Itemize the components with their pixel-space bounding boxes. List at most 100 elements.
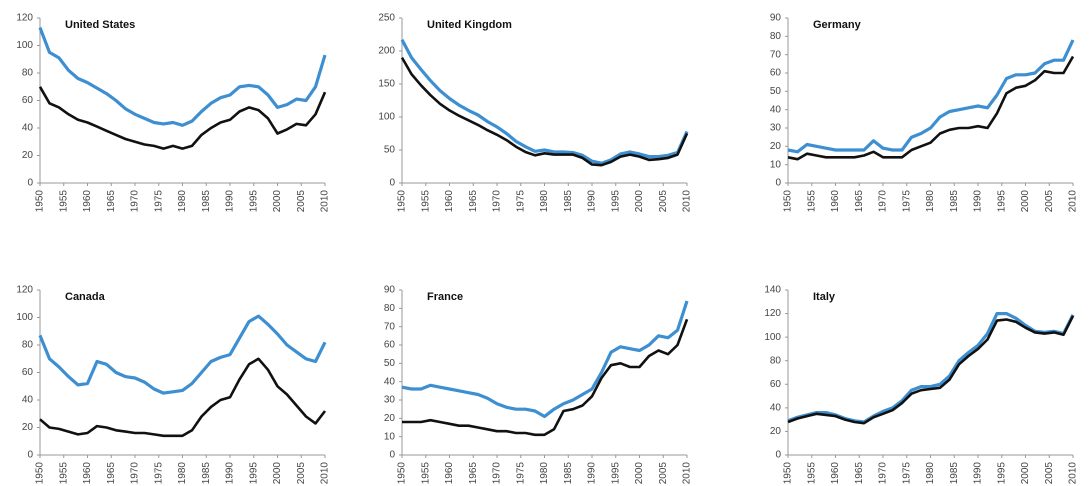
x-tick-label: 1985 [563, 190, 574, 213]
x-tick-label: 1970 [130, 462, 141, 485]
y-tick-label: 120 [764, 308, 781, 319]
x-tick-label: 1975 [515, 190, 526, 213]
x-tick-label: 2005 [658, 462, 669, 485]
y-tick-label: 20 [384, 413, 396, 424]
y-tick-label: 80 [770, 31, 782, 42]
series-line [400, 56, 689, 167]
x-tick-label: 1955 [420, 462, 431, 485]
x-tick-label: 1950 [397, 190, 408, 213]
y-tick-label: 140 [764, 285, 781, 296]
x-tick-label: 1960 [444, 462, 455, 485]
x-tick-label: 1985 [563, 462, 574, 485]
series-line [787, 315, 1075, 425]
y-tick-label: 80 [22, 340, 34, 351]
series-line [402, 318, 689, 437]
x-tick-label: 2000 [1020, 462, 1031, 485]
x-tick-label: 2000 [634, 462, 645, 485]
y-tick-label: 70 [770, 49, 782, 60]
y-tick-label: 60 [770, 68, 782, 79]
y-tick-label: 50 [384, 145, 396, 156]
x-tick-label: 1990 [225, 190, 236, 213]
y-tick-label: 120 [16, 13, 33, 24]
x-tick-label: 1965 [854, 462, 865, 485]
x-tick-label: 1980 [539, 190, 550, 213]
x-tick-label: 1965 [468, 190, 479, 213]
y-tick-label: 250 [378, 13, 395, 24]
x-tick-label: 1955 [58, 190, 69, 213]
x-tick-label: 2010 [1068, 462, 1079, 485]
x-tick-label: 2000 [634, 190, 645, 213]
x-tick-label: 2010 [1068, 190, 1079, 213]
x-tick-label: 2010 [682, 462, 693, 485]
x-tick-label: 1980 [925, 462, 936, 485]
x-tick-label: 2005 [658, 190, 669, 213]
x-tick-label: 1955 [58, 462, 69, 485]
x-tick-label: 1950 [783, 462, 794, 485]
y-tick-label: 50 [384, 358, 396, 369]
y-tick-label: 120 [16, 285, 33, 296]
y-tick-label: 10 [770, 159, 782, 170]
x-tick-label: 1975 [901, 462, 912, 485]
y-tick-label: 100 [764, 332, 781, 343]
x-tick-label: 1995 [248, 462, 259, 485]
y-tick-label: 0 [775, 178, 781, 189]
x-tick-label: 1950 [35, 462, 46, 485]
y-tick-label: 60 [22, 367, 34, 378]
series-line [38, 314, 327, 395]
x-tick-label: 1990 [973, 462, 984, 485]
x-tick-label: 2005 [1044, 190, 1055, 213]
y-tick-label: 60 [770, 379, 782, 390]
y-tick-label: 0 [389, 450, 395, 461]
series-line [401, 300, 689, 419]
y-tick-label: 40 [384, 376, 396, 387]
y-tick-label: 20 [22, 422, 34, 433]
x-tick-label: 1950 [397, 462, 408, 485]
y-tick-label: 200 [378, 46, 395, 57]
x-tick-label: 1975 [901, 190, 912, 213]
x-tick-label: 1955 [420, 190, 431, 213]
x-tick-label: 1960 [830, 462, 841, 485]
y-tick-label: 30 [770, 123, 782, 134]
y-tick-label: 70 [384, 321, 396, 332]
chart-title: Germany [813, 19, 862, 31]
x-tick-label: 1965 [468, 462, 479, 485]
series-line [38, 86, 327, 150]
x-tick-label: 2000 [1020, 190, 1031, 213]
y-tick-label: 20 [22, 150, 34, 161]
x-tick-label: 1950 [783, 190, 794, 213]
y-tick-label: 100 [378, 112, 395, 123]
series-line [38, 27, 327, 127]
x-tick-label: 1995 [996, 462, 1007, 485]
y-tick-label: 100 [16, 40, 33, 51]
y-tick-label: 80 [22, 68, 34, 79]
y-tick-label: 150 [378, 79, 395, 90]
y-tick-label: 40 [22, 123, 34, 134]
y-tick-label: 60 [384, 340, 396, 351]
x-tick-label: 1970 [878, 190, 889, 213]
x-tick-label: 1970 [492, 462, 503, 485]
x-tick-label: 1960 [82, 190, 93, 213]
x-tick-label: 2010 [320, 190, 331, 213]
x-tick-label: 1980 [539, 462, 550, 485]
x-tick-label: 2010 [682, 190, 693, 213]
y-tick-label: 0 [27, 450, 33, 461]
x-tick-label: 1975 [153, 190, 164, 213]
x-tick-label: 1955 [806, 190, 817, 213]
x-tick-label: 1970 [492, 190, 503, 213]
x-tick-label: 1995 [610, 190, 621, 213]
chart-title: France [427, 291, 463, 303]
x-tick-label: 1970 [130, 190, 141, 213]
chart-title: Canada [65, 291, 106, 303]
y-tick-label: 80 [384, 303, 396, 314]
y-tick-label: 90 [384, 285, 396, 296]
y-tick-label: 10 [384, 431, 396, 442]
series-line [400, 39, 689, 165]
x-tick-label: 1985 [201, 190, 212, 213]
x-tick-label: 1985 [949, 462, 960, 485]
y-tick-label: 80 [770, 355, 782, 366]
x-tick-label: 1990 [587, 462, 598, 485]
y-tick-label: 0 [27, 178, 33, 189]
series-line [39, 357, 327, 438]
